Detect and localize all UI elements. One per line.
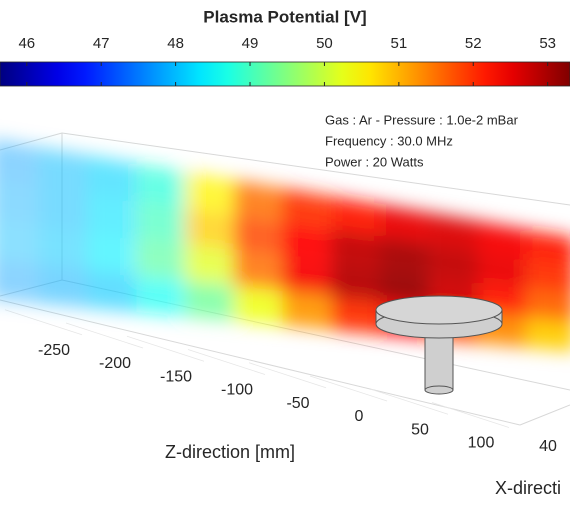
field-cell — [526, 317, 570, 352]
field-cell — [87, 154, 137, 201]
chart-title: Plasma Potential [V] — [203, 7, 366, 26]
field-cell — [0, 259, 39, 304]
field-cell — [38, 264, 88, 308]
field-cell — [233, 285, 283, 326]
field-cell — [526, 288, 570, 323]
x-tick-label: 0 — [355, 408, 364, 425]
field-cell — [0, 140, 39, 186]
field — [0, 140, 570, 352]
colorbar-tick-label: 47 — [93, 35, 110, 52]
field-cell — [136, 163, 185, 208]
x-tick-label: -100 — [221, 382, 253, 399]
field-cell — [87, 231, 137, 275]
field-cell — [477, 251, 527, 289]
y-tick-label: 40 — [539, 438, 557, 455]
field-cell — [233, 250, 283, 292]
x-tick-label: -250 — [38, 342, 70, 359]
colorbar-tick-label: 48 — [167, 35, 184, 52]
field-cell — [331, 229, 380, 270]
field-cell — [0, 180, 39, 226]
x-tick-label: -200 — [99, 355, 131, 372]
field-cell — [380, 204, 429, 245]
floor-grid — [4, 309, 510, 428]
grid-line — [187, 349, 266, 375]
y-axis-label: X-directi — [495, 478, 561, 498]
field-cell — [136, 274, 185, 317]
grid-line — [126, 335, 205, 362]
annotation: Power : 20 Watts — [325, 154, 424, 169]
field-cell — [282, 256, 332, 297]
field-cell — [0, 219, 39, 265]
field-cell — [331, 196, 380, 237]
x-tick-label: 50 — [411, 421, 429, 438]
field-cell — [38, 225, 88, 270]
field-cell — [282, 291, 332, 330]
field-cell — [185, 207, 234, 251]
field-cell — [526, 258, 570, 295]
field-cell — [331, 263, 380, 302]
grid-line — [309, 375, 388, 402]
pedestal — [375, 295, 503, 395]
field-cell — [87, 269, 137, 313]
field-cell — [38, 185, 88, 232]
x-axis-label: Z-direction [mm] — [165, 442, 295, 462]
x-tick-label: -150 — [160, 368, 192, 385]
grid-line — [431, 402, 510, 428]
field-cell — [136, 200, 185, 245]
field-cell — [428, 244, 478, 283]
grid-line — [370, 388, 449, 415]
annotation: Gas : Ar - Pressure : 1.0e-2 mBar — [325, 112, 519, 127]
x-tick-label: 100 — [468, 435, 495, 452]
field-cell — [331, 296, 380, 335]
grid-line — [248, 362, 327, 389]
field-cell — [428, 212, 478, 252]
field-cell — [185, 171, 234, 216]
annotation: Frequency : 30.0 MHz — [325, 133, 453, 148]
grid-line — [65, 322, 144, 349]
field-cell — [477, 221, 527, 259]
colorbar — [0, 61, 570, 87]
field-cell — [87, 193, 137, 238]
colorbar-tick-label: 50 — [316, 35, 333, 52]
colorbar-tick-label: 51 — [391, 35, 408, 52]
field-cell — [526, 229, 570, 266]
field-cell — [282, 222, 332, 264]
field-cell — [185, 280, 234, 322]
colorbar-tick-label: 46 — [18, 35, 35, 52]
colorbar-tick-label: 49 — [242, 35, 259, 52]
field-cell — [38, 146, 88, 194]
colorbar-tick-label: 52 — [465, 35, 482, 52]
colorbar-tick-label: 53 — [539, 35, 556, 52]
field-cell — [233, 215, 283, 257]
x-tick-label: -50 — [286, 395, 309, 412]
grid-line — [4, 309, 83, 336]
field-cell — [282, 188, 332, 230]
field-cell — [233, 179, 283, 223]
field-cell — [136, 237, 185, 281]
field-cell — [185, 244, 234, 286]
field-cell — [380, 237, 429, 276]
